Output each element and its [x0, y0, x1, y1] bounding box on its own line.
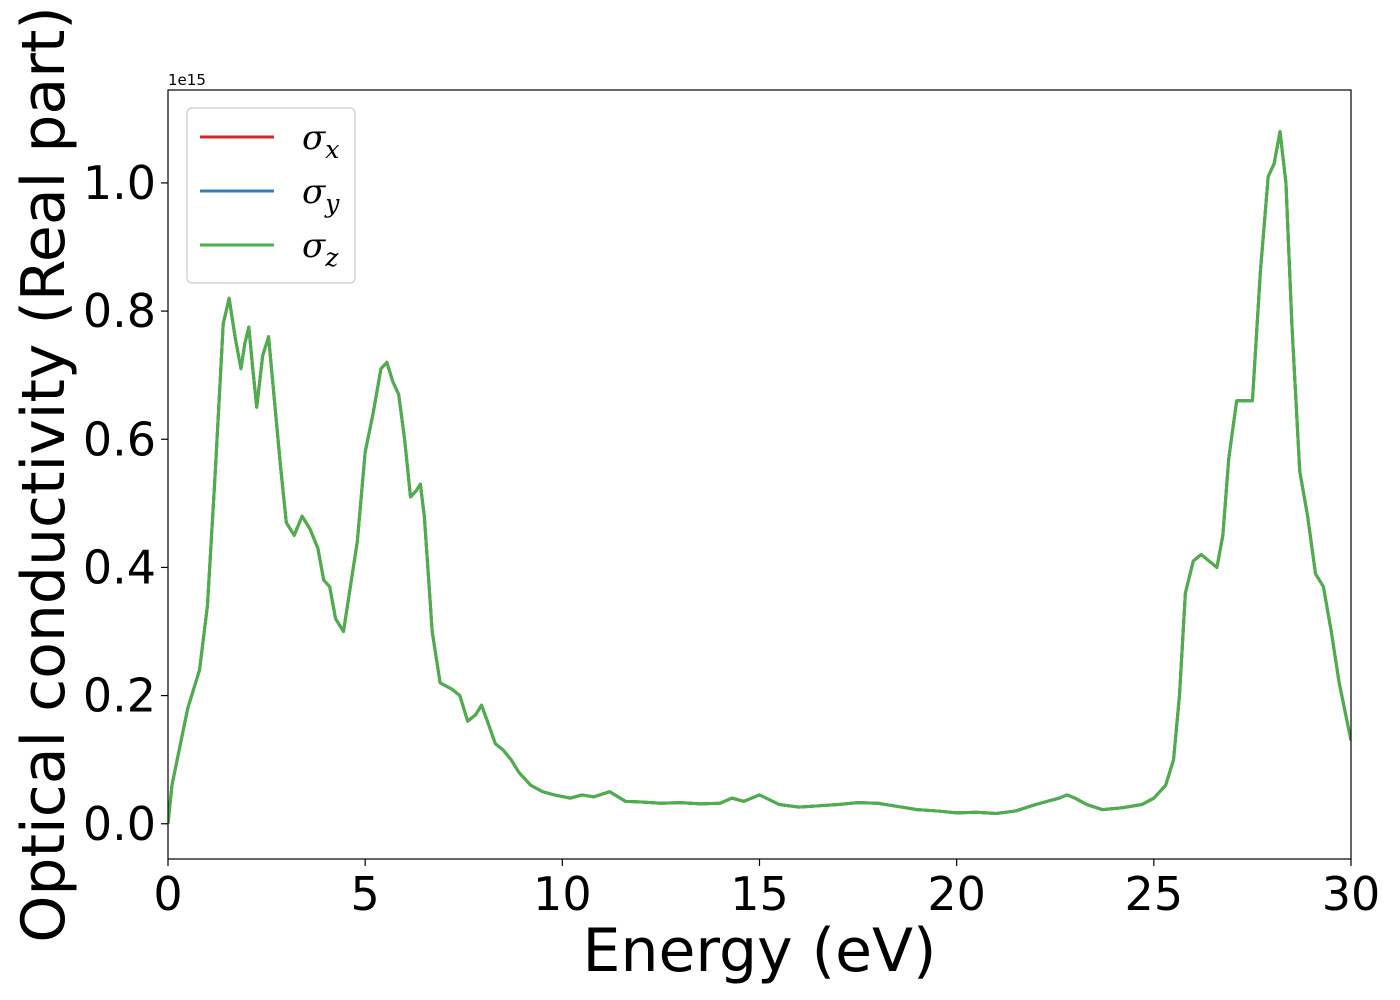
x-tick-label: 0 — [153, 867, 182, 921]
x-tick-label: 25 — [1125, 867, 1184, 921]
x-tick-label: 20 — [927, 867, 986, 921]
x-tick-label: 10 — [533, 867, 592, 921]
x-axis-label: Energy (eV) — [583, 916, 937, 986]
y-tick-label: 0.0 — [83, 797, 156, 851]
series-line-sigma-z — [168, 130, 1351, 824]
x-tick-label: 5 — [351, 867, 380, 921]
x-tick-label: 15 — [730, 867, 789, 921]
y-offset-label: 1e15 — [168, 71, 206, 89]
y-axis-ticks: 0.0 0.2 0.4 0.6 0.8 1.0 — [83, 156, 168, 851]
x-axis-ticks: 0 5 10 15 20 25 30 — [153, 859, 1380, 921]
x-tick-label: 30 — [1322, 867, 1381, 921]
series-layer — [168, 130, 1351, 824]
y-tick-label: 0.8 — [83, 284, 156, 338]
y-tick-label: 0.4 — [83, 540, 156, 594]
y-axis-label: Optical conductivity (Real part) — [9, 6, 79, 943]
legend-box — [186, 107, 356, 284]
y-tick-label: 1.0 — [83, 156, 156, 210]
y-tick-label: 0.2 — [83, 669, 156, 723]
y-tick-label: 0.6 — [83, 412, 156, 466]
